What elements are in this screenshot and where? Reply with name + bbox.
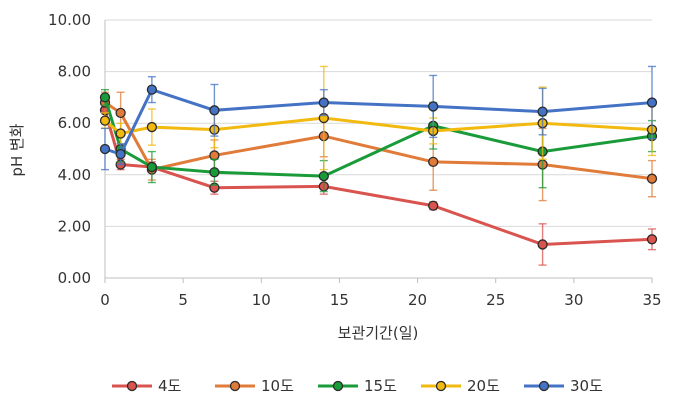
- data-point-1-3: [209, 150, 220, 161]
- series-line-0: [103, 109, 653, 246]
- series-line-4: [104, 87, 653, 156]
- legend-item-4: 30도: [524, 377, 603, 395]
- x-axis-title: 보관기간(일): [338, 324, 419, 342]
- data-point-4-0: [99, 143, 111, 155]
- data-point-1-7: [646, 173, 658, 184]
- data-point-0-6: [537, 239, 548, 250]
- data-point-2-4: [318, 170, 329, 182]
- data-point-4-5: [428, 101, 439, 112]
- data-point-4-3: [209, 105, 220, 116]
- legend-item-1: 10도: [215, 377, 294, 395]
- data-point-2-3: [209, 167, 220, 178]
- series-0: [99, 96, 658, 266]
- data-point-3-0: [99, 115, 111, 126]
- plot-area: [99, 65, 658, 266]
- y-tick-label-3: 6.00: [58, 114, 91, 132]
- data-point-0-7: [646, 234, 658, 245]
- legend-marker-1: [229, 380, 241, 392]
- legend-label-3: 20도: [467, 377, 500, 395]
- data-point-1-5: [428, 156, 439, 168]
- y-tick-label-1: 2.00: [58, 217, 91, 235]
- y-tick-label-2: 4.00: [58, 166, 91, 184]
- x-tick-label-2: 10: [252, 291, 271, 309]
- legend-marker-2: [332, 380, 344, 392]
- data-point-3-2: [146, 121, 158, 133]
- data-point-2-2: [146, 161, 158, 173]
- data-point-4-6: [537, 106, 548, 117]
- data-point-2-0: [99, 92, 111, 103]
- legend-item-2: 15도: [318, 377, 397, 395]
- tick-labels: 0.00 2.00 4.00 6.00 8.00 10.00 0 5 10 15 20 25 30 35: [48, 11, 662, 309]
- series-3: [99, 65, 658, 171]
- legend-label-1: 10도: [261, 377, 294, 395]
- x-tick-label-0: 0: [100, 291, 110, 309]
- x-tick-label-1: 5: [178, 291, 188, 309]
- data-point-4-2: [146, 84, 158, 95]
- data-point-4-7: [646, 97, 658, 108]
- series-line-2: [103, 96, 653, 178]
- data-point-1-1: [115, 107, 126, 119]
- y-tick-label-5: 10.00: [48, 11, 91, 29]
- legend: 4도 10도 15도 20도 30도: [112, 377, 603, 395]
- legend-label-0: 4도: [158, 377, 182, 395]
- series-line-1: [104, 101, 653, 181]
- legend-item-3: 20도: [421, 377, 500, 395]
- data-point-4-4: [318, 97, 329, 108]
- y-tick-label-0: 0.00: [58, 269, 91, 287]
- legend-label-2: 15도: [364, 377, 397, 395]
- y-tick-label-4: 8.00: [58, 63, 91, 81]
- legend-item-0: 4도: [112, 377, 182, 395]
- x-tick-label-4: 20: [408, 291, 427, 309]
- series-line-3: [104, 116, 653, 136]
- x-tick-label-7: 35: [642, 291, 661, 309]
- x-tick-label-5: 25: [486, 291, 505, 309]
- legend-label-4: 30도: [570, 377, 603, 395]
- legend-marker-4: [538, 380, 550, 392]
- data-point-0-5: [428, 200, 439, 211]
- legend-marker-3: [435, 380, 447, 392]
- y-axis-title: pH 변화: [8, 123, 26, 176]
- x-tick-label-3: 15: [330, 291, 349, 309]
- x-tick-label-6: 30: [564, 291, 583, 309]
- data-point-3-1: [115, 128, 126, 139]
- series-4: [99, 65, 658, 171]
- legend-marker-0: [126, 380, 138, 392]
- data-point-4-1: [115, 149, 126, 160]
